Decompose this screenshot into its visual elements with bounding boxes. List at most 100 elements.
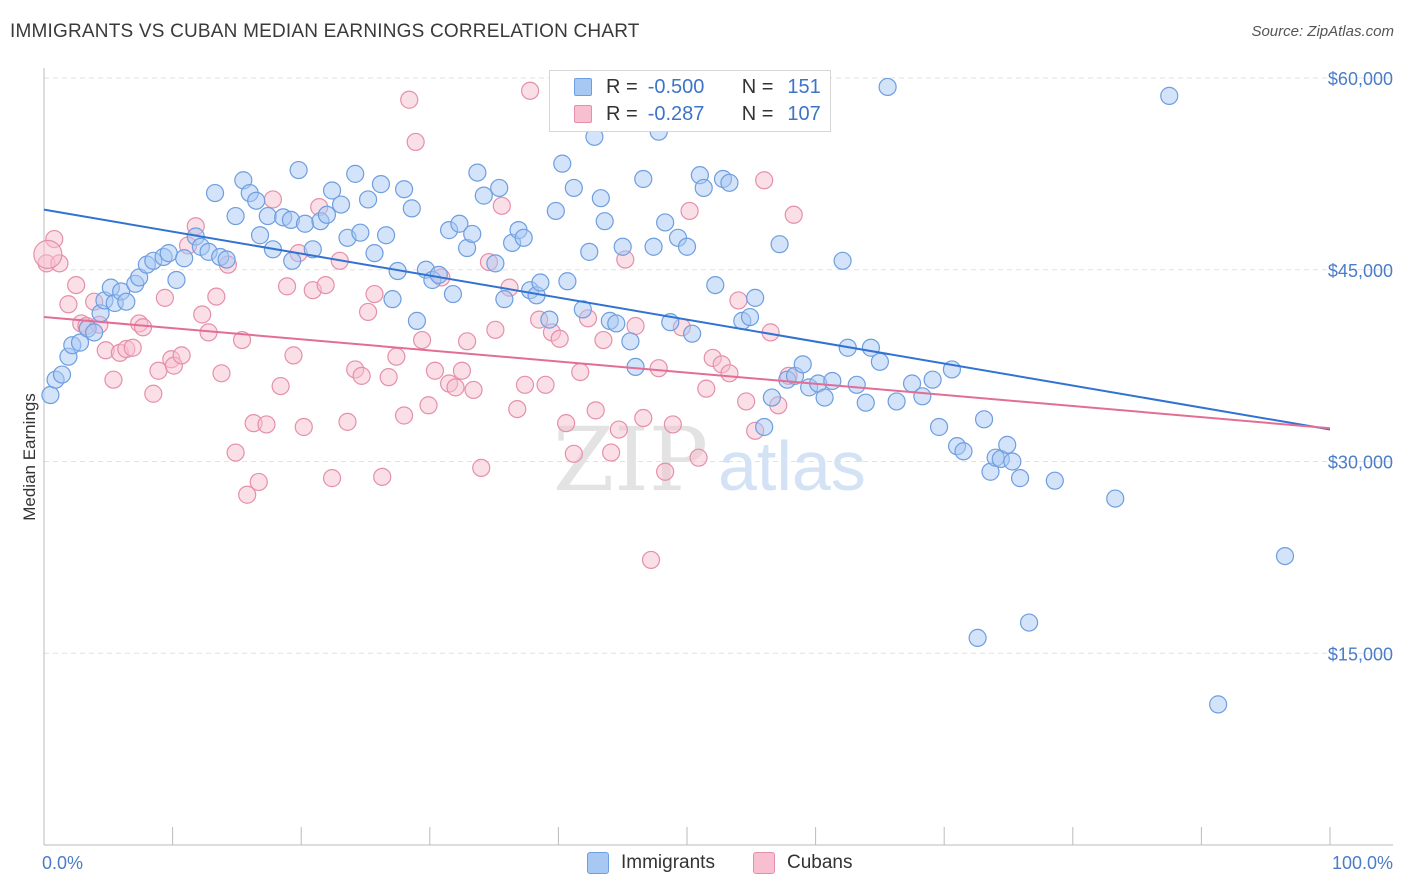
immigrants-swatch (574, 78, 592, 96)
axes (43, 68, 1393, 846)
legend-row-immigrants: R = -0.500 N = 151 (550, 74, 821, 100)
immigrants-point (495, 290, 514, 309)
immigrants-point (217, 250, 236, 269)
immigrants-point (351, 223, 370, 242)
immigrants-point (968, 628, 987, 648)
immigrants-point (540, 310, 559, 329)
immigrants-point (580, 242, 599, 261)
cubans-point (425, 361, 445, 380)
immigrants-point (887, 392, 906, 411)
immigrants-point (167, 270, 186, 290)
cubans-point (689, 448, 708, 467)
cubans-point (144, 384, 163, 403)
cubans-point (249, 472, 268, 492)
immigrants-point (250, 226, 270, 245)
immigrants-point (474, 186, 493, 205)
immigrants-point (634, 169, 653, 189)
immigrants-point (117, 292, 136, 311)
immigrants-point (358, 190, 378, 209)
y-tick-labels: $60,000 $45,000 $30,000 $15,000 (1328, 69, 1393, 664)
immigrants-point (770, 235, 789, 254)
immigrants-point (644, 237, 663, 256)
immigrants-legend-label: Immigrants (621, 852, 715, 873)
y-tick-label: $60,000 (1328, 69, 1393, 89)
immigrants-point (621, 332, 640, 351)
immigrants-point (1003, 452, 1022, 471)
immigrants-point (762, 388, 781, 407)
immigrants-point (1045, 471, 1064, 490)
cubans-point (729, 291, 748, 310)
cubans-point (536, 375, 555, 394)
cubans-point (226, 443, 245, 462)
cubans-point (680, 201, 699, 221)
y-tick-label: $15,000 (1328, 644, 1393, 664)
cubans-point (557, 414, 576, 433)
immigrants-point (322, 181, 342, 200)
legend-item-cubans[interactable]: Cubans (753, 852, 853, 874)
immigrants-point (159, 244, 178, 263)
immigrants-point (595, 212, 614, 231)
chart-title: IMMIGRANTS VS CUBAN MEDIAN EARNINGS CORR… (10, 21, 640, 42)
cubans-point (521, 81, 540, 100)
cubans-point (464, 380, 483, 400)
trend-lines (43, 208, 1331, 431)
series-immigrants (41, 77, 1295, 714)
x-tick-label-right: 100.0% (1332, 853, 1393, 873)
immigrants-point (41, 385, 60, 405)
cubans-trend-line (43, 316, 1331, 430)
immigrants-point (553, 154, 572, 173)
cubans-point (784, 205, 803, 224)
watermark-atlas: atlas (718, 427, 866, 505)
immigrants-point (683, 324, 702, 343)
cubans-point (133, 318, 153, 337)
cubans-point (263, 190, 283, 209)
cubans-point (365, 284, 384, 304)
cubans-point (641, 550, 661, 570)
immigrants-point (720, 173, 739, 192)
immigrants-point (833, 251, 852, 270)
cubans-point (634, 408, 653, 428)
immigrants-point (205, 183, 225, 203)
cubans-point (594, 330, 613, 350)
immigrants-point (558, 272, 577, 291)
immigrants-point (295, 214, 315, 233)
cubans-point (271, 376, 290, 396)
immigrants-point (303, 240, 322, 259)
cubans-point (697, 379, 716, 398)
cubans-point (508, 399, 527, 419)
immigrants-point (258, 206, 277, 226)
immigrants-point (175, 249, 194, 268)
cubans-point (104, 370, 123, 389)
cubans-point (472, 458, 491, 477)
immigrants-point (856, 393, 875, 412)
cubans-point (373, 467, 392, 486)
immigrants-point (740, 307, 760, 327)
x-tick-label-left: 0.0% (42, 853, 83, 873)
cubans-point (486, 320, 505, 339)
cubans-point (207, 287, 226, 306)
cubans-point (586, 401, 605, 420)
immigrants-point (394, 180, 414, 199)
legend-row-cubans: R = -0.287 N = 107 (550, 101, 821, 127)
cubans-point (193, 305, 212, 324)
immigrants-point (591, 189, 610, 208)
immigrants-point (383, 290, 402, 309)
y-axis-label: Median Earnings (20, 393, 39, 521)
immigrants-point (490, 178, 509, 198)
cubans-point (400, 90, 419, 109)
immigrants-point (85, 323, 104, 342)
legend-item-immigrants[interactable]: Immigrants (587, 852, 715, 874)
cubans-point (737, 392, 756, 411)
immigrants-point (613, 237, 632, 256)
cubans-point (379, 368, 398, 387)
cubans-point (67, 275, 86, 295)
immigrants-point (870, 352, 890, 371)
immigrants-point (371, 175, 391, 194)
immigrants-point (52, 365, 72, 384)
immigrants-trend-line (43, 208, 1331, 431)
cubans-point (212, 364, 231, 383)
immigrants-point (1209, 695, 1228, 714)
cubans-point (232, 330, 252, 350)
cubans-point (338, 412, 357, 431)
n-value: 151 (787, 75, 821, 98)
